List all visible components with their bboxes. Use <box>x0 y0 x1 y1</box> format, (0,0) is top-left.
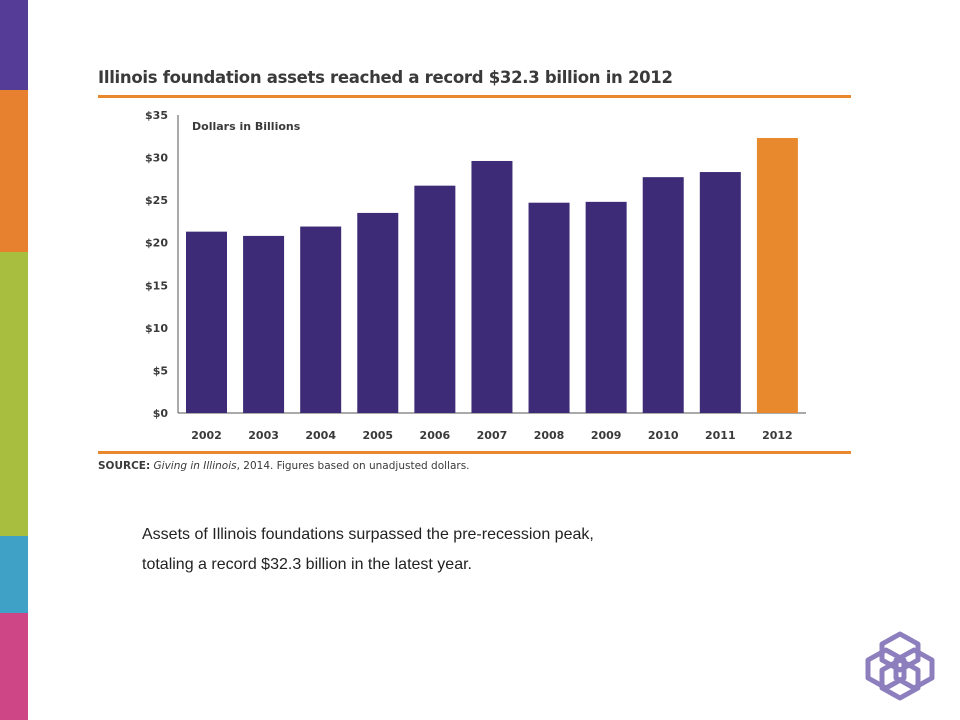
bar-2009 <box>585 201 627 413</box>
bar-2011 <box>699 172 741 413</box>
bar-chart: $0 $5 $10 $15 $20 $25 $30 $35 Dollars in Billion… <box>145 109 806 442</box>
source-title: Giving in Illinois <box>153 460 237 472</box>
x-tick-label: 2004 <box>305 429 336 442</box>
stripe-blue <box>0 536 28 613</box>
stripe-pink <box>0 613 28 720</box>
y-tick-label: $0 <box>153 407 169 420</box>
bar-2012 <box>756 137 798 413</box>
y-tick-label: $15 <box>145 279 168 292</box>
bar-2006 <box>414 185 456 413</box>
x-tick-label: 2009 <box>591 429 622 442</box>
source-details: , 2014. Figures based on unadjusted doll… <box>236 460 470 472</box>
x-tick-label: 2011 <box>705 429 736 442</box>
y-tick-label: $10 <box>145 322 168 335</box>
source-note: SOURCE: Giving in Illinois, 2014. Figure… <box>98 460 470 472</box>
bar-2002 <box>186 231 227 413</box>
y-tick-label: $5 <box>153 364 168 377</box>
y-axis-label: Dollars in Billions <box>192 120 301 133</box>
bar-2004 <box>300 226 342 413</box>
x-tick-label: 2006 <box>420 429 451 442</box>
stripe-green <box>0 252 28 536</box>
y-tick-label: $20 <box>145 237 168 250</box>
x-tick-label: 2012 <box>762 429 793 442</box>
x-tick-label: 2003 <box>248 429 279 442</box>
x-tick-label: 2005 <box>362 429 393 442</box>
x-tick-label: 2008 <box>534 429 565 442</box>
y-tick-label: $25 <box>145 194 168 207</box>
source-rule <box>98 451 851 454</box>
x-tick-label: 2007 <box>477 429 508 442</box>
x-tick-label: 2010 <box>648 429 679 442</box>
x-tick-label: 2002 <box>191 429 222 442</box>
bar-2003 <box>243 235 285 413</box>
stripe-orange <box>0 90 28 252</box>
caption-line-2: totaling a record $32.3 billion in the l… <box>142 556 472 573</box>
bar-2008 <box>528 202 570 413</box>
y-tick-label: $35 <box>145 109 168 122</box>
bar-2010 <box>642 177 684 413</box>
source-label: SOURCE: <box>98 460 151 472</box>
caption-line-1: Assets of Illinois foundations surpassed… <box>142 526 594 543</box>
stripe-purple <box>0 0 28 90</box>
interlocking-knot-logo-icon <box>865 631 935 701</box>
y-tick-label: $30 <box>145 152 168 165</box>
bar-2007 <box>471 160 513 413</box>
chart-title: Illinois foundation assets reached a rec… <box>98 68 673 87</box>
bar-2005 <box>357 212 399 413</box>
title-rule <box>98 95 851 98</box>
caption: Assets of Illinois foundations surpassed… <box>142 520 594 580</box>
